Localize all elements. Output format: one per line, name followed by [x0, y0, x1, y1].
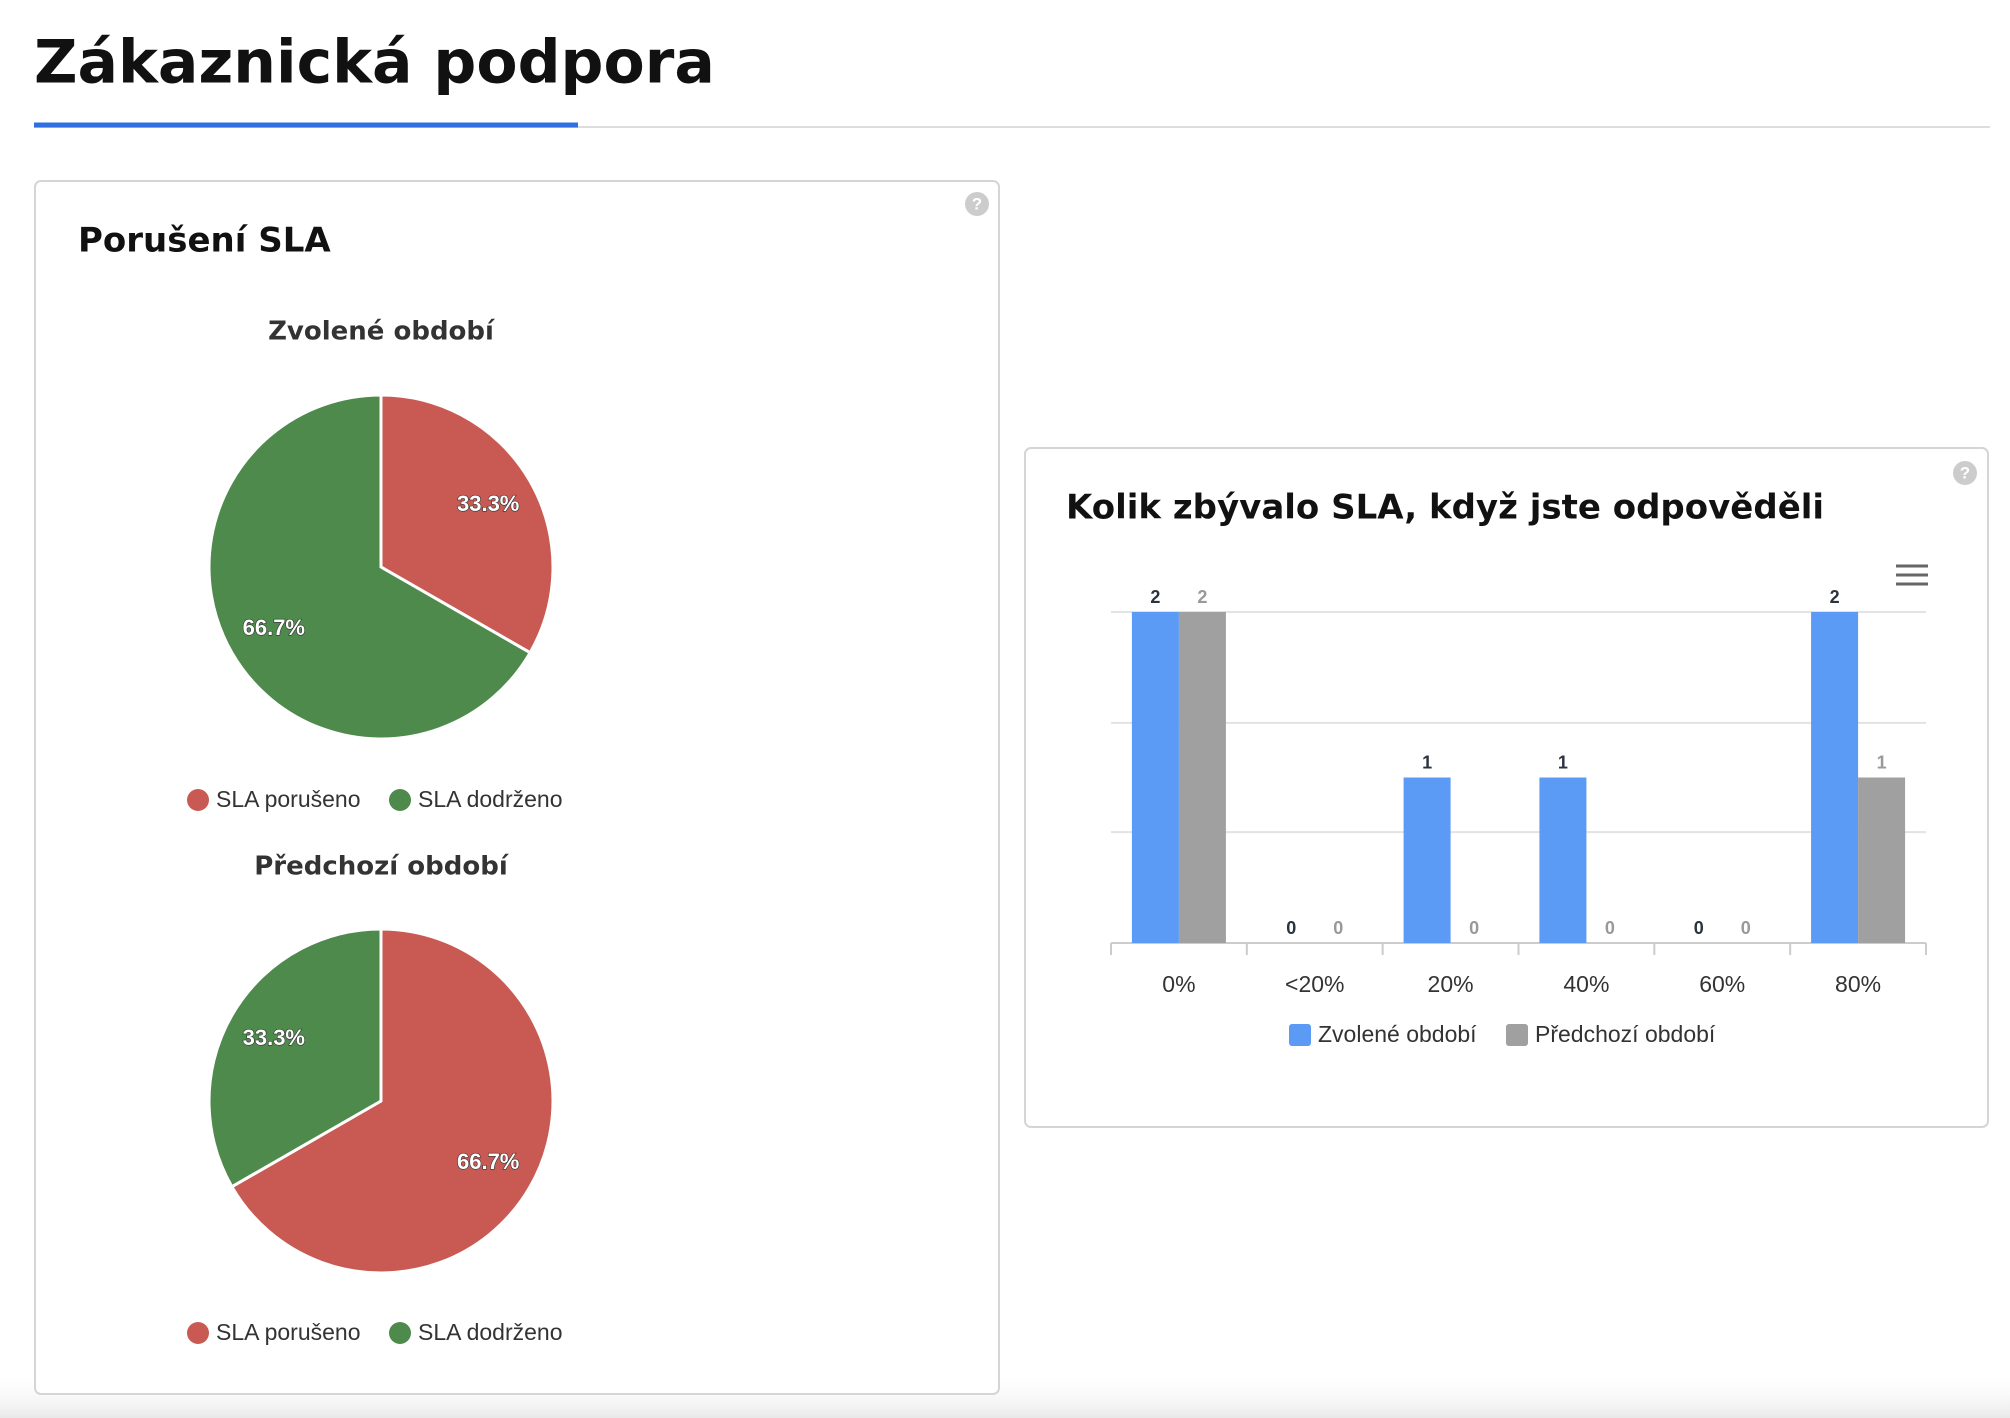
- data-label: 2: [1197, 587, 1207, 607]
- data-label: 0: [1333, 918, 1343, 938]
- data-label: 0: [1286, 918, 1296, 938]
- x-tick-label: 0%: [1162, 971, 1195, 997]
- data-label: 0: [1741, 918, 1751, 938]
- pie-slice: [207, 393, 533, 741]
- bar: [1131, 612, 1179, 943]
- help-icon[interactable]: ?: [965, 192, 989, 216]
- pie-slice: [379, 393, 555, 655]
- legend-label: SLA dodrženo: [418, 786, 563, 812]
- panel-title: Kolik zbývalo SLA, když jste odpověděli: [1066, 488, 1824, 528]
- legend-label: Zvolené období: [1318, 1021, 1477, 1047]
- pie-slice: [229, 927, 555, 1275]
- pie-slice: [207, 927, 383, 1189]
- data-label: 33.3%: [457, 491, 519, 516]
- help-icon[interactable]: ?: [1953, 461, 1977, 485]
- legend-marker: [187, 1322, 209, 1344]
- legend-marker: [389, 1322, 411, 1344]
- bar: [1403, 777, 1451, 943]
- data-label: 0: [1605, 918, 1615, 938]
- chart-title: Předchozí období: [254, 852, 510, 882]
- legend-label: SLA dodrženo: [418, 1319, 563, 1345]
- data-label: 33.3%: [243, 1025, 305, 1050]
- x-tick-label: 80%: [1835, 971, 1881, 997]
- data-label: 1: [1558, 752, 1568, 772]
- panel-title: Porušení SLA: [78, 221, 331, 261]
- panel: [1024, 447, 1989, 1128]
- data-label: 2: [1830, 587, 1840, 607]
- legend-label: SLA porušeno: [216, 786, 361, 812]
- legend-label: SLA porušeno: [216, 1319, 361, 1345]
- svg-text:?: ?: [1960, 463, 1970, 482]
- data-label: 0: [1469, 918, 1479, 938]
- data-label: 66.7%: [243, 615, 305, 640]
- data-label: 0: [1694, 918, 1704, 938]
- legend-marker: [187, 789, 209, 811]
- legend-marker: [1506, 1024, 1528, 1046]
- svg-text:?: ?: [972, 194, 982, 213]
- chart-menu[interactable]: [1896, 564, 1928, 586]
- x-tick-label: <20%: [1285, 971, 1344, 997]
- x-tick-label: 40%: [1563, 971, 1609, 997]
- chart-title: Zvolené období: [268, 317, 496, 347]
- page-title: Zákaznická podpora: [34, 28, 715, 98]
- bar: [1858, 777, 1906, 943]
- data-label: 1: [1422, 752, 1432, 772]
- data-label: 1: [1877, 752, 1887, 772]
- legend-marker: [389, 789, 411, 811]
- bar: [1539, 777, 1587, 943]
- x-tick-label: 60%: [1699, 971, 1745, 997]
- data-label: 66.7%: [457, 1149, 519, 1174]
- bar: [1178, 612, 1226, 943]
- data-label: 2: [1150, 587, 1160, 607]
- legend-label: Předchozí období: [1535, 1021, 1716, 1047]
- bar: [1811, 612, 1859, 943]
- x-tick-label: 20%: [1428, 971, 1474, 997]
- legend-marker: [1289, 1024, 1311, 1046]
